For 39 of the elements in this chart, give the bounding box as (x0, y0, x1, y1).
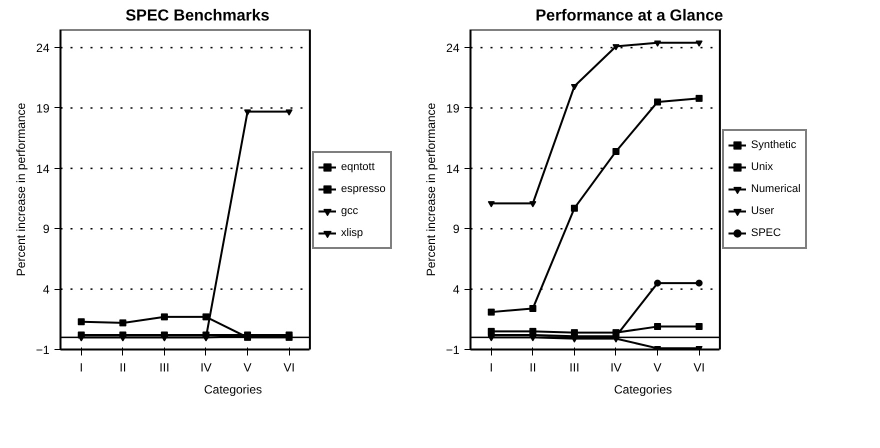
y-axis-title: Percent increase in performance (14, 102, 28, 276)
legend-label: xlisp (341, 227, 364, 239)
y-tick-label: 14 (446, 162, 460, 176)
x-tick-label: IV (610, 360, 622, 374)
y-tick-label: −1 (36, 343, 50, 357)
y-tick-label: 9 (42, 222, 50, 236)
y-tick-label: −1 (446, 343, 460, 357)
legend-label: User (751, 205, 774, 217)
legend-label: Synthetic (751, 139, 796, 151)
x-axis-title: Categories (204, 382, 262, 396)
x-tick-label: II (530, 360, 536, 374)
y-axis-title: Percent increase in performance (424, 102, 438, 276)
legend-label: Unix (751, 161, 774, 173)
legend-label: SPEC (751, 227, 781, 239)
y-tick-label: 19 (36, 101, 50, 116)
x-tick-label: II (120, 360, 126, 374)
y-tick-label: 4 (452, 282, 460, 297)
x-tick-label: V (654, 360, 662, 374)
y-tick-label: 24 (446, 41, 460, 56)
y-tick-label: 24 (36, 41, 50, 56)
x-tick-label: III (159, 360, 170, 374)
x-tick-label: III (569, 360, 580, 374)
x-tick-label: IV (200, 360, 212, 374)
legend-label: eqntott (341, 161, 375, 173)
x-tick-label: I (80, 360, 83, 374)
y-tick-label: 14 (36, 162, 50, 176)
legend-label: espresso (341, 183, 386, 195)
y-tick-label: 4 (42, 282, 50, 297)
x-tick-label: I (490, 360, 493, 374)
chart-title: SPEC Benchmarks (126, 8, 270, 24)
chart-title: Performance at a Glance (536, 8, 724, 24)
y-tick-label: 19 (446, 101, 460, 116)
legend-label: Numerical (751, 183, 801, 195)
x-tick-label: VI (283, 360, 295, 374)
x-tick-label: V (244, 360, 252, 374)
x-axis-title: Categories (614, 382, 672, 396)
legend-label: gcc (341, 205, 360, 217)
x-tick-label: VI (693, 360, 705, 374)
y-tick-label: 9 (452, 222, 460, 236)
